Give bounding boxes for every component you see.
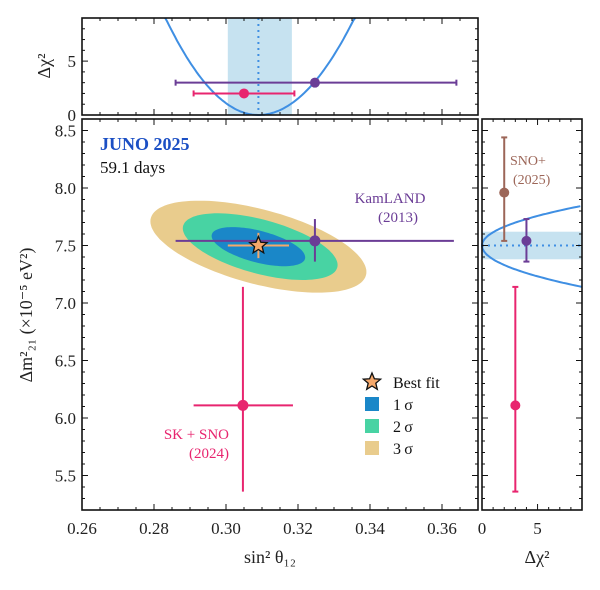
best-fit-star-icon [248,234,269,255]
snoplus-label-year: (2025) [513,173,551,188]
top-data-point-sksno [192,88,296,99]
top-frame [81,17,479,116]
right-x-tick-label: 5 [533,519,542,538]
marker [499,187,510,198]
top-panel [164,17,458,116]
top-y-tick-label: 5 [68,52,77,71]
legend-swatch-3sigma [365,441,379,455]
main-panel [150,200,454,492]
x-tick-label: 0.26 [67,519,97,538]
marker [309,235,321,247]
right-frame [481,118,583,511]
kamland-label-year: (2013) [378,210,418,226]
axes-layer: 0.26 0.28 0.30 0.32 0.34 0.36 5.5 6.0 6.5 7.0 7.5 8… [55,17,583,538]
juno-1sigma-band [227,18,292,115]
right-data-point-sksno [510,285,521,493]
data-point-kamland [175,219,454,262]
y-axis-label: Δm²₂₁ (×10⁻⁵ eV²) [16,248,37,383]
legend-swatch-2sigma [365,419,379,433]
marker [239,88,249,99]
legend-swatch-1sigma [365,397,379,411]
legend-label-3sigma: 3 σ [393,441,413,458]
legend: Best fit 1 σ 2 σ 3 σ [361,371,440,458]
kamland-label-name: KamLAND [355,191,426,207]
y-tick-label: 6.5 [55,352,76,371]
y-tick-label: 8.5 [55,122,76,141]
right-panel [481,136,583,493]
x-tick-label: 0.32 [283,519,313,538]
main-frame [81,118,479,511]
y-tick-label: 5.5 [55,467,76,486]
right-x-tick-label: 0 [478,519,487,538]
right-data-point-kamland [521,218,532,263]
x-axis-label: sin² θ₁₂ [244,547,296,567]
y-tick-label: 7.0 [55,294,76,313]
legend-label-2sigma: 2 σ [393,419,413,436]
x-tick-label: 0.36 [427,519,457,538]
marker [521,235,532,246]
top-y-axis-label: Δχ² [34,54,54,79]
x-tick-label: 0.30 [211,519,241,538]
x-tick-label: 0.34 [355,519,385,538]
experiment-label: JUNO 2025 [100,134,190,154]
sksno-label-year: (2024) [189,446,229,462]
marker [237,399,249,411]
y-tick-label: 8.0 [55,179,76,198]
right-data-point-snoplus [499,136,510,242]
top-y-tick-label: 0 [68,106,77,125]
top-data-point-kamland [174,77,458,88]
marker [309,77,320,88]
right-x-axis-label: Δχ² [525,547,550,567]
marker [510,400,521,411]
y-tick-label: 7.5 [55,237,76,256]
sksno-label-name: SK + SNO [164,427,229,443]
exposure-label: 59.1 days [100,158,165,177]
x-tick-label: 0.28 [139,519,169,538]
y-tick-label: 6.0 [55,409,76,428]
legend-label-1sigma: 1 σ [393,397,413,414]
data-point-sksno [193,286,293,492]
legend-label-best-fit: Best fit [393,375,440,392]
legend-best-fit-star-icon [361,371,383,391]
snoplus-label-name: SNO+ [510,154,546,169]
